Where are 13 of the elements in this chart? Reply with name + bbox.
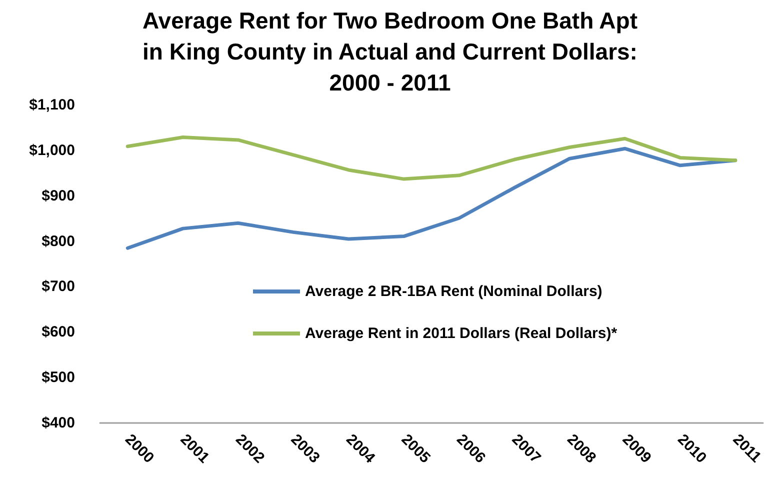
y-tick-label: $600 xyxy=(42,324,75,341)
chart-title: Average Rent for Two Bedroom One Bath Apt in King County in Actual and Current Dollars: 2000 - 2011 xyxy=(142,8,638,96)
legend-label: Average 2 BR-1BA Rent (Nominal Dollars) xyxy=(305,283,602,300)
y-tick-label: $800 xyxy=(42,232,75,250)
line-series xyxy=(126,136,738,181)
y-tick-label: $1,100 xyxy=(29,96,75,114)
line-series xyxy=(126,146,738,250)
y-tick-label: $900 xyxy=(42,187,75,204)
y-tick-label: $700 xyxy=(42,278,75,296)
legend-label: Average Rent in 2011 Dollars (Real Dollars)* xyxy=(305,325,618,342)
y-tick-label: $1,000 xyxy=(29,142,75,159)
y-tick-label: $400 xyxy=(42,414,75,432)
y-tick-label: $500 xyxy=(42,369,75,386)
